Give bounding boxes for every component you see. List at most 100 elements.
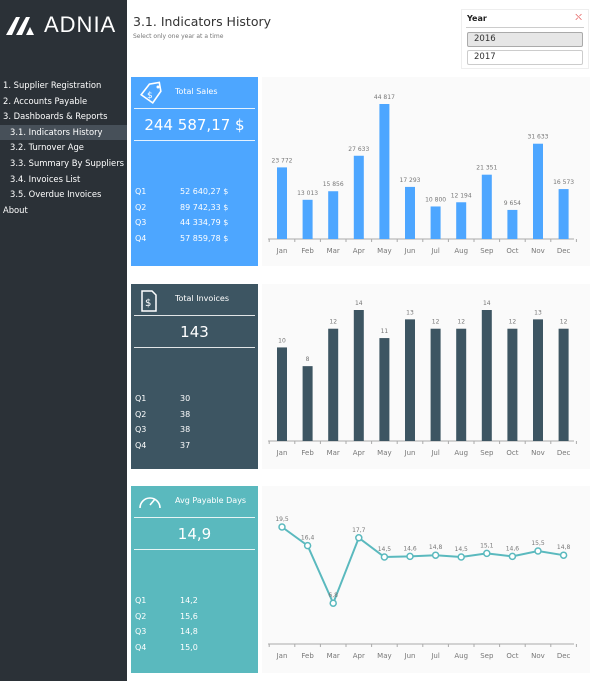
x-tick-label: Jan: [276, 652, 288, 660]
x-tick-label: Aug: [454, 652, 468, 660]
quarter-value: 30: [180, 394, 191, 403]
x-tick-label: Mar: [327, 652, 340, 660]
quarter-label: Q3: [135, 425, 147, 435]
x-tick-label: Apr: [353, 247, 365, 255]
x-tick-label: Oct: [506, 652, 518, 660]
data-point: [303, 541, 312, 550]
x-tick-label: Dec: [557, 247, 571, 255]
card-title: Total Sales: [175, 87, 218, 96]
data-point: [329, 599, 337, 607]
data-label: 13: [406, 309, 414, 316]
data-label: 14,5: [455, 546, 469, 553]
data-label: 13 013: [297, 190, 318, 197]
clear-filter-icon[interactable]: ⛌: [575, 13, 582, 23]
chart-panel: 19,5 Jan 16,4 Feb 6,8 Mar 17,7 Apr 14,5 May 14,6 Ju…: [262, 486, 590, 673]
bar: [507, 328, 518, 441]
invoice-dollar-icon: $: [137, 288, 161, 318]
bar: [533, 319, 543, 441]
divider: [466, 27, 584, 28]
bar: [328, 191, 339, 239]
sidebar-item[interactable]: 3.5. Overdue Invoices: [10, 189, 102, 200]
x-tick-label: Nov: [531, 652, 545, 660]
quarter-value: 57 859,78 $: [180, 234, 229, 244]
data-label: 21 351: [476, 165, 497, 172]
quarter-value: 38: [180, 409, 191, 419]
x-tick-label: Aug: [454, 247, 468, 255]
divider: [134, 347, 255, 348]
sidebar-item[interactable]: About: [3, 204, 28, 215]
data-label: 12: [560, 319, 568, 326]
quarter-label: Q2: [135, 202, 147, 212]
bar: [507, 209, 518, 239]
divider: [134, 549, 255, 550]
data-label: 44 817: [374, 94, 395, 101]
kpi-card: $ Total Invoices 143 Q1 30 Q2 38 Q3 38 Q4 37: [131, 284, 258, 469]
x-tick-label: Sep: [480, 247, 494, 255]
divider: [134, 315, 255, 316]
x-tick-label: Dec: [557, 449, 571, 457]
data-label: 15 856: [323, 181, 344, 188]
sidebar-item[interactable]: 3. Dashboards & Reports: [3, 111, 108, 122]
data-point: [534, 547, 542, 555]
data-label: 13: [534, 309, 542, 316]
sidebar-item[interactable]: 3.2. Turnover Age: [10, 142, 84, 153]
data-label: 14,6: [403, 545, 417, 552]
quarter-value: 52 640,27 $: [180, 187, 229, 196]
data-label: 23 772: [272, 157, 293, 164]
x-tick-label: Apr: [353, 449, 365, 457]
x-tick-label: Jul: [430, 449, 440, 457]
data-point: [355, 534, 363, 542]
speedometer-icon: [137, 490, 163, 520]
slicer-option-2016[interactable]: 2016: [467, 32, 583, 47]
data-label: 12: [509, 319, 517, 326]
price-tag-icon: $: [137, 81, 167, 111]
sidebar-item[interactable]: 1. Supplier Registration: [3, 80, 102, 90]
quarter-label: Q2: [135, 611, 147, 621]
bar: [430, 328, 441, 441]
data-point: [431, 551, 440, 559]
slicer-option-2017[interactable]: 2017: [467, 50, 583, 65]
x-tick-label: Sep: [480, 449, 494, 457]
data-label: 14,8: [557, 544, 571, 551]
quarter-value: 44 334,79 $: [180, 218, 229, 228]
data-point: [508, 552, 517, 561]
chart-panel: 10 Jan 8 Feb 12 Mar 14 Apr 11 May 13 Jun 12 Jul 12 Aug 1…: [262, 284, 590, 469]
data-label: 11: [381, 328, 389, 335]
card-total: 14,9: [177, 525, 212, 543]
sidebar-item[interactable]: 3.3. Summary By Suppliers: [10, 158, 125, 168]
bar: [379, 338, 390, 441]
logo-text: ADNIA: [44, 12, 117, 37]
bar: [353, 310, 364, 441]
quarter-label: Q4: [135, 441, 147, 451]
x-tick-label: Feb: [301, 247, 314, 255]
x-tick-label: Feb: [301, 652, 314, 660]
data-label: 16 573: [553, 179, 574, 186]
quarter-value: 89 742,33 $: [180, 202, 229, 212]
x-tick-label: Oct: [506, 247, 518, 255]
divider: [134, 108, 255, 109]
x-tick-label: Mar: [327, 247, 340, 255]
x-tick-label: Jun: [404, 247, 416, 255]
quarter-label: Q3: [135, 627, 147, 637]
quarter-value: 14,2: [180, 596, 198, 605]
data-label: 6,8: [328, 592, 338, 599]
quarter-label: Q2: [135, 409, 147, 419]
data-label: 10: [278, 337, 286, 344]
bar: [558, 189, 569, 239]
quarter-label: Q4: [135, 643, 147, 653]
x-tick-label: May: [377, 652, 391, 660]
quarter-label: Q1: [135, 596, 147, 605]
data-label: 10 800: [425, 196, 446, 203]
data-label: 15,5: [531, 540, 545, 547]
data-point: [483, 549, 491, 558]
x-tick-label: Nov: [531, 247, 545, 255]
data-label: 31 633: [528, 134, 549, 141]
sidebar-item[interactable]: 3.4. Invoices List: [10, 173, 81, 184]
data-label: 17 293: [400, 177, 421, 184]
quarter-value: 14,8: [180, 627, 198, 637]
bar: [302, 366, 313, 441]
sidebar-item[interactable]: 3.1. Indicators History: [0, 124, 127, 141]
data-label: 14: [355, 300, 363, 307]
svg-text:$: $: [145, 298, 151, 309]
sidebar-item[interactable]: 2. Accounts Payable: [3, 95, 88, 106]
